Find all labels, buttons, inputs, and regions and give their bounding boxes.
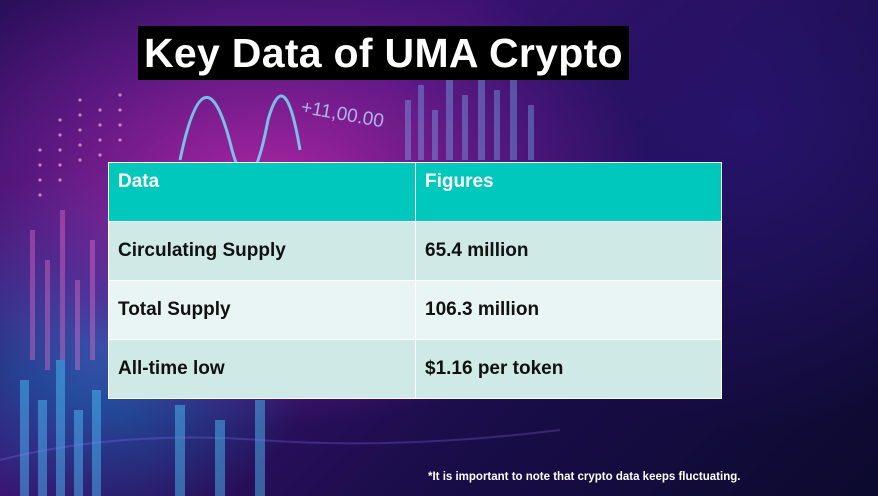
key-data-table: Data Figures Circulating Supply 65.4 mil…: [108, 162, 722, 399]
row-value: $1.16 per token: [415, 339, 722, 399]
row-label: All-time low: [108, 339, 416, 399]
column-header-figures: Figures: [415, 162, 722, 222]
table-row: Total Supply 106.3 million: [108, 280, 722, 340]
slide-title: Key Data of UMA Crypto: [138, 26, 629, 80]
row-value: 65.4 million: [415, 221, 722, 281]
table-header-row: Data Figures: [108, 162, 722, 222]
table-row: All-time low $1.16 per token: [108, 339, 722, 399]
column-header-data: Data: [108, 162, 416, 222]
table-row: Circulating Supply 65.4 million: [108, 221, 722, 281]
row-value: 106.3 million: [415, 280, 722, 340]
footnote-text: *It is important to note that crypto dat…: [428, 471, 741, 483]
row-label: Total Supply: [108, 280, 416, 340]
row-label: Circulating Supply: [108, 221, 416, 281]
